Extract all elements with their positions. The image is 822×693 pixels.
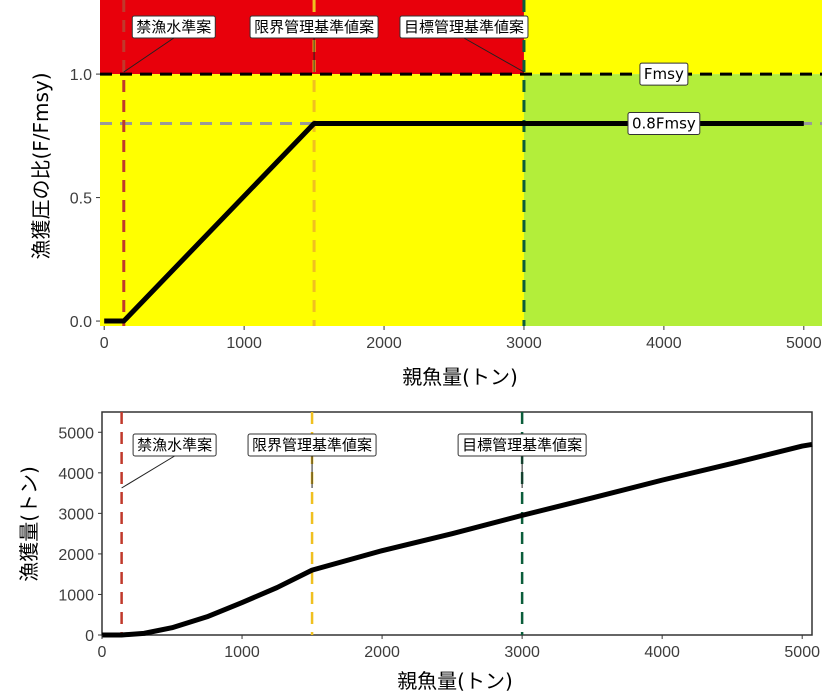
y-tick-label-item-0: 0 xyxy=(85,628,94,645)
y-axis-title: 漁獲量(トン) xyxy=(17,466,41,582)
y-axis-ticks: 0 1000 2000 3000 4000 5000 xyxy=(58,425,102,645)
catch-panel: 禁漁水準案 限界管理基準値案 目標管理基準値案 0 1000 2000 3000 4000 5… xyxy=(17,411,820,693)
vline-label-item-1: 限界管理基準値案 xyxy=(247,433,377,457)
vline-label-item-0: 禁漁水準案 xyxy=(132,433,217,457)
vline-label-item-2-text: 目標管理基準値案 xyxy=(404,18,524,36)
hline-label-item-1-text: 0.8Fmsy xyxy=(632,114,696,132)
vline-label-item-1: 限界管理基準値案 xyxy=(249,15,379,39)
zone-backgrounds xyxy=(100,0,822,326)
catch-curve xyxy=(102,441,813,638)
x-tick-label-item-5: 5000 xyxy=(786,335,822,352)
hline-label-item-0: Fmsy xyxy=(639,62,689,86)
fishing-pressure-panel: Fmsy 0.8Fmsy 禁漁水準案 限界管理基準値案 目標管理基準値案 0 1000 2… xyxy=(29,0,822,389)
y-tick-label-item-1: 1000 xyxy=(58,587,94,604)
y-tick-label-item-2: 1.0 xyxy=(70,67,92,84)
x-tick-label-item-4: 4000 xyxy=(644,644,680,661)
x-tick-label-item-3: 3000 xyxy=(506,335,542,352)
hline-label-item-0-text: Fmsy xyxy=(644,65,684,83)
hline-label-item-1-box xyxy=(627,111,701,135)
vline-label-item-1-text: 限界管理基準値案 xyxy=(254,18,374,36)
vline-label-item-2: 目標管理基準値案 xyxy=(457,433,587,457)
x-tick-label-item-3: 3000 xyxy=(504,644,540,661)
plot-frame xyxy=(101,411,813,636)
y-axis-title: 漁獲圧の比(F/Fmsy) xyxy=(29,72,53,259)
reference-vlines xyxy=(120,412,524,635)
vline-label-item-1-text: 限界管理基準値案 xyxy=(252,436,372,454)
x-tick-label-item-0: 0 xyxy=(100,335,109,352)
x-tick-label-item-5: 5000 xyxy=(784,644,820,661)
hline-label-item-1: 0.8Fmsy xyxy=(627,111,701,135)
y-axis-ticks: 0.0 0.5 1.0 xyxy=(70,67,100,331)
leader-item-0 xyxy=(123,37,175,73)
vline-label-item-0: 禁漁水準案 xyxy=(131,15,216,39)
vline-labels: 禁漁水準案 限界管理基準値案 目標管理基準値案 xyxy=(121,433,587,489)
vline-labels: 禁漁水準案 限界管理基準値案 目標管理基準値案 xyxy=(123,15,529,73)
y-tick-label-item-0: 0.0 xyxy=(70,314,92,331)
zone-item-2 xyxy=(100,74,524,326)
vline-label-item-0-text: 禁漁水準案 xyxy=(137,436,212,454)
hline-label-item-0-box xyxy=(639,62,689,86)
x-axis-title: 親魚量(トン) xyxy=(402,365,518,389)
reference-vlines xyxy=(122,0,526,326)
x-tick-label-item-2: 2000 xyxy=(364,644,400,661)
zone-item-1 xyxy=(523,0,822,75)
vline-label-item-2: 目標管理基準値案 xyxy=(399,15,529,39)
x-axis-ticks: 0 1000 2000 3000 4000 5000 xyxy=(98,635,820,661)
y-tick-label-item-3: 3000 xyxy=(58,506,94,523)
y-tick-label-item-1: 0.5 xyxy=(70,191,92,208)
x-axis-ticks: 0 1000 2000 3000 4000 5000 xyxy=(100,326,822,352)
vline-label-item-2-text: 目標管理基準値案 xyxy=(462,436,582,454)
x-tick-label-item-4: 4000 xyxy=(646,335,682,352)
zone-item-3 xyxy=(523,74,822,326)
hline-labels: Fmsy 0.8Fmsy xyxy=(627,62,701,135)
x-axis-title: 親魚量(トン) xyxy=(397,669,513,693)
vline-label-item-0-text: 禁漁水準案 xyxy=(136,18,211,36)
x-tick-label-item-1: 1000 xyxy=(226,335,262,352)
x-tick-label-item-1: 1000 xyxy=(224,644,260,661)
x-tick-label-item-0: 0 xyxy=(98,644,107,661)
y-tick-label-item-4: 4000 xyxy=(58,466,94,483)
y-tick-label-item-2: 2000 xyxy=(58,547,94,564)
y-tick-label-item-5: 5000 xyxy=(58,425,94,442)
leader-item-2 xyxy=(463,37,525,73)
leader-item-0 xyxy=(121,455,175,489)
x-tick-label-item-2: 2000 xyxy=(366,335,402,352)
